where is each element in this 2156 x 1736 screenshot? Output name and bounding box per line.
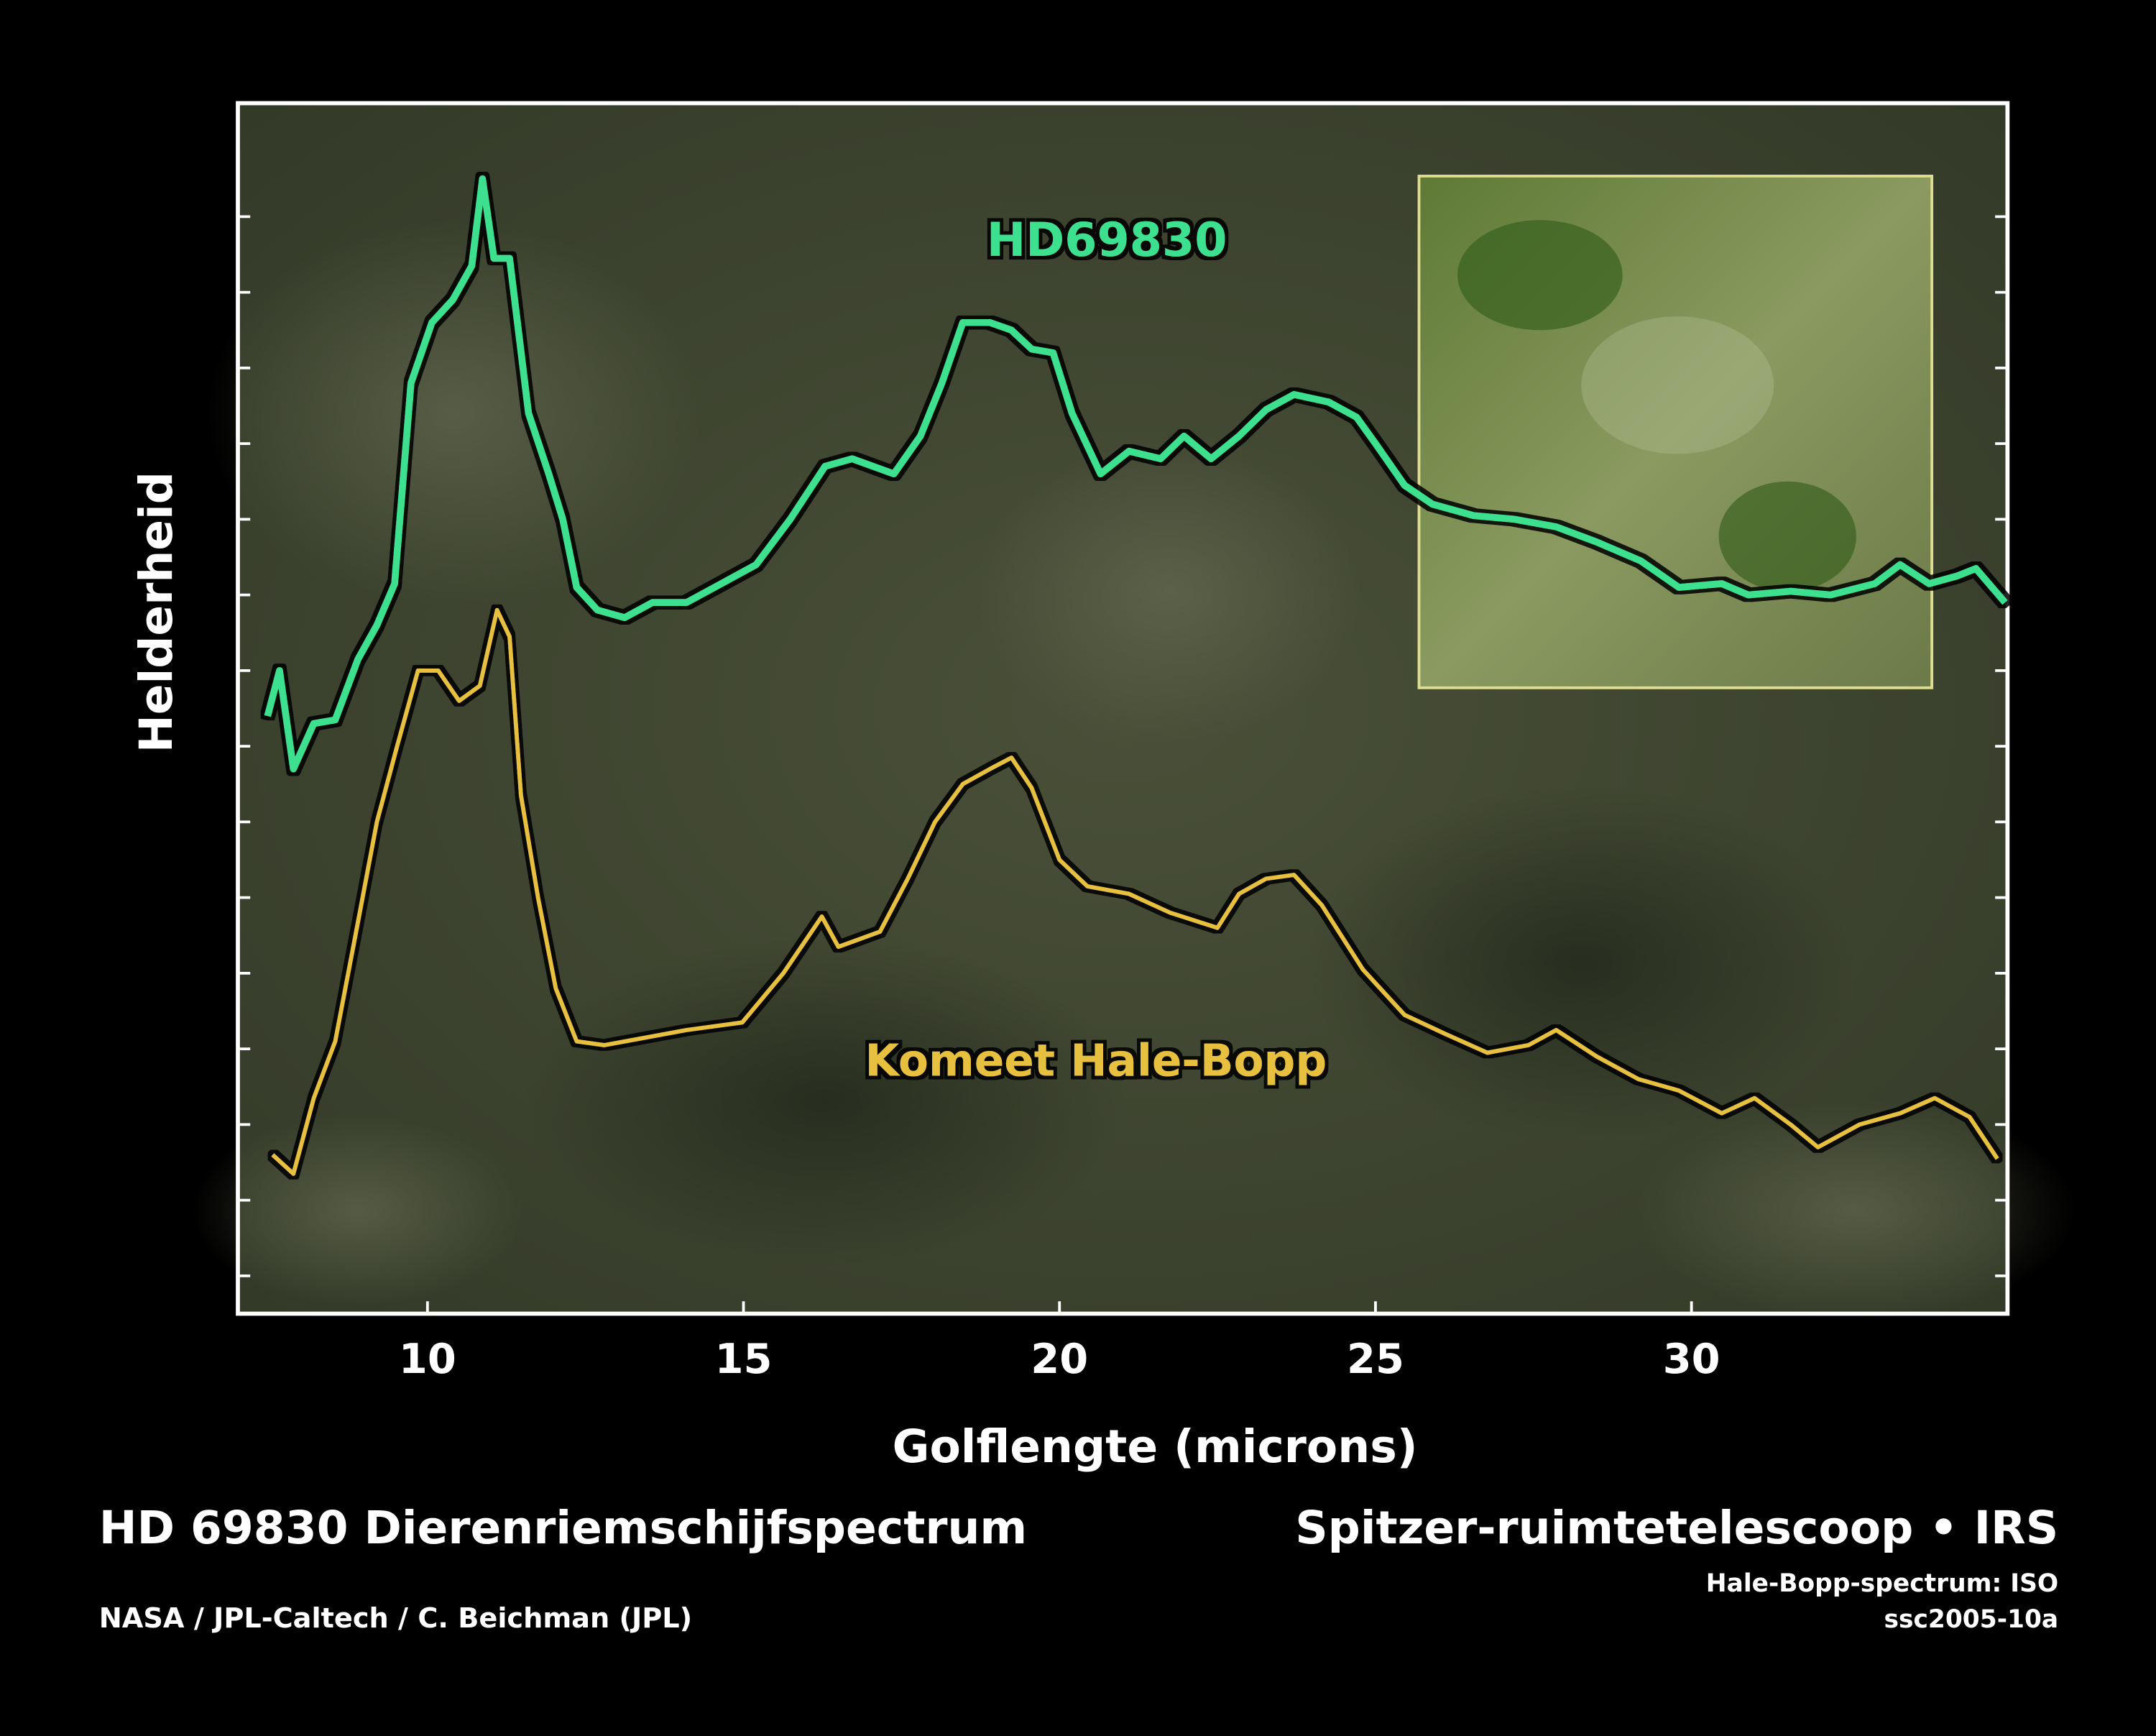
x-tick-label: 20 <box>1031 1335 1088 1383</box>
series-label: HD69830 <box>987 213 1227 267</box>
title: HD 69830 Dierenriemschijfspectrum <box>99 1501 1027 1554</box>
note: ssc2005-10a <box>1884 1605 2058 1634</box>
x-tick-label: 15 <box>715 1335 773 1383</box>
x-tick-label: 25 <box>1347 1335 1404 1383</box>
subtitle: Spitzer-ruimtetelescoop • IRS <box>1295 1501 2058 1554</box>
series-line <box>271 607 1999 1176</box>
series-line <box>264 175 2008 773</box>
x-tick-label: 30 <box>1663 1335 1720 1383</box>
y-axis-title: Helderheid <box>129 472 183 753</box>
series-label: Komeet Hale-Bopp <box>865 1035 1327 1086</box>
x-axis-title: Golflengte (microns) <box>893 1420 1418 1473</box>
x-tick-label: 10 <box>399 1335 456 1383</box>
note: Hale-Bopp-spectrum: ISO <box>1706 1569 2058 1598</box>
credit: NASA / JPL-Caltech / C. Beichman (JPL) <box>99 1602 692 1635</box>
plot-background <box>192 101 2077 1321</box>
